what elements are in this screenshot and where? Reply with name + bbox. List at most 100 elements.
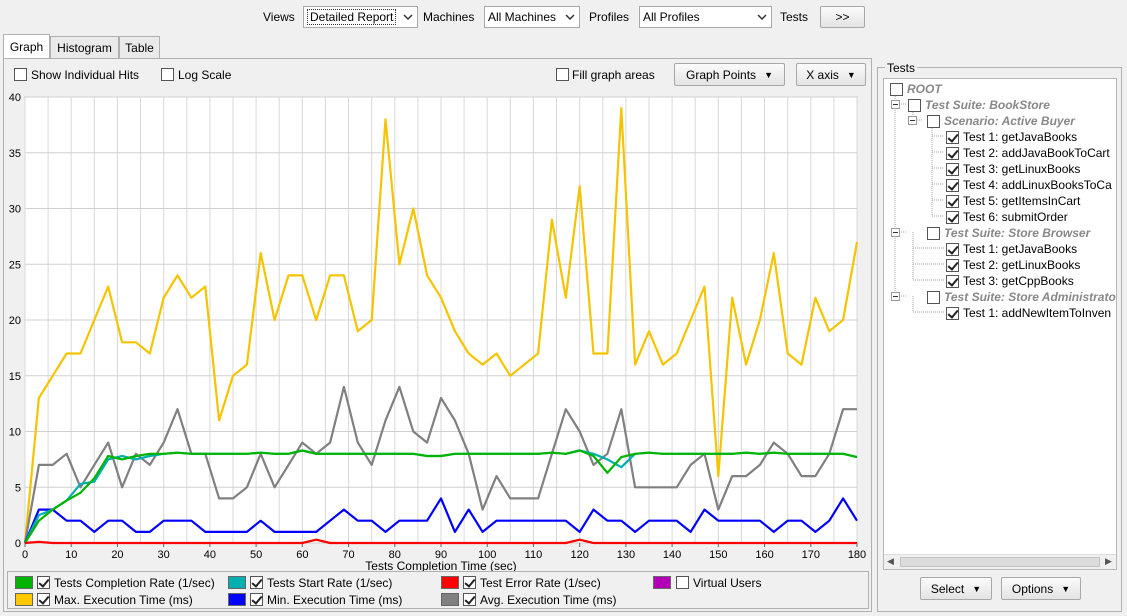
dropdown-arrow-icon: ▼ (846, 69, 856, 80)
tree-label: Test 2: addJavaBookToCart (963, 146, 1110, 160)
tests-tree: ROOT Test Suite: BookStore Scenario: Act… (883, 78, 1117, 570)
x-tick-label: 160 (755, 549, 773, 561)
tree-item-test[interactable]: Test 2: addJavaBookToCart (946, 145, 1110, 161)
legend-checkbox-start-rate[interactable] (250, 576, 263, 589)
y-tick-label: 25 (9, 259, 21, 271)
x-tick-label: 20 (111, 549, 123, 561)
legend-checkbox-error-rate[interactable] (463, 576, 476, 589)
tree-checkbox[interactable] (927, 226, 940, 240)
tree-item-test[interactable]: Test 1: getJavaBooks (946, 129, 1077, 145)
tree-label: Test 3: getLinuxBooks (963, 162, 1081, 176)
machines-label: Machines (423, 10, 475, 24)
log-scale-label: Log Scale (178, 68, 232, 82)
tree-item-test[interactable]: Test 3: getCppBooks (946, 273, 1074, 289)
scroll-right-icon[interactable]: ▶ (1105, 556, 1112, 566)
tree-label: Test 1: getJavaBooks (963, 130, 1078, 144)
legend-swatch-virtual-users (653, 576, 671, 589)
legend-checkbox-avg-time[interactable] (463, 593, 476, 606)
tree-item-test[interactable]: Test 1: addNewItemToInven (946, 305, 1111, 321)
tests-panel-frame (877, 67, 1122, 612)
series-line-max-execution-time-ms (23, 107, 859, 544)
tab-table[interactable]: Table (119, 36, 160, 58)
machines-value: All Machines (488, 10, 557, 24)
profiles-dropdown[interactable]: All Profiles (639, 6, 772, 28)
views-dropdown[interactable]: Detailed Report (303, 6, 418, 28)
dropdown-arrow-icon: ▼ (764, 69, 773, 80)
tree-checkbox[interactable] (946, 306, 959, 320)
tree-checkbox[interactable] (927, 290, 940, 304)
line-chart: 0 5 10 15 20 25 30 35 40 0 10 20 30 40 50 60 70 80 90 100 11… (9, 92, 866, 572)
collapse-icon[interactable] (891, 292, 900, 301)
tree-item-test[interactable]: Test 1: getJavaBooks (946, 241, 1077, 257)
y-tick-label: 10 (9, 427, 21, 439)
x-tick-label: 130 (617, 549, 635, 561)
tree-checkbox[interactable] (946, 130, 959, 144)
tree-checkbox[interactable] (946, 178, 959, 192)
tree-item-scenario-active-buyer[interactable]: Scenario: Active Buyer (927, 113, 1075, 129)
tree-label: Test 5: getItemsInCart (963, 194, 1081, 208)
legend-swatch-completion (15, 576, 33, 589)
x-tick-label: 180 (848, 549, 866, 561)
tree-checkbox[interactable] (927, 114, 940, 128)
tree-checkbox[interactable] (946, 274, 959, 288)
select-label: Select (930, 581, 965, 596)
select-button[interactable]: Select ▼ (920, 577, 992, 600)
chevron-down-icon (403, 14, 413, 21)
series-line-test-error-rate-1-sec (24, 538, 857, 545)
x-tick-label: 170 (802, 549, 820, 561)
tab-histogram[interactable]: Histogram (50, 36, 119, 58)
tree-label: Test 3: getCppBooks (963, 274, 1074, 288)
tree-item-suite-store-browser[interactable]: Test Suite: Store Browser (927, 225, 1090, 241)
tree-item-root[interactable]: ROOT (890, 81, 942, 97)
x-axis-button[interactable]: X axis ▼ (796, 63, 866, 86)
legend-label-min-time: Min. Execution Time (ms) (267, 593, 403, 607)
graph-points-button[interactable]: Graph Points ▼ (674, 63, 785, 86)
log-scale-checkbox[interactable] (161, 68, 174, 81)
tree-label: Test 1: addNewItemToInven (963, 306, 1112, 320)
options-button[interactable]: Options ▼ (1001, 577, 1081, 600)
views-value: Detailed Report (307, 9, 397, 25)
tree-item-test[interactable]: Test 6: submitOrder (946, 209, 1068, 225)
tree-item-test[interactable]: Test 5: getItemsInCart (946, 193, 1080, 209)
machines-dropdown[interactable]: All Machines (484, 6, 580, 28)
tree-label: ROOT (907, 82, 942, 96)
legend-checkbox-completion[interactable] (37, 576, 50, 589)
tree-item-suite-store-admin[interactable]: Test Suite: Store Administrato (927, 289, 1116, 305)
dropdown-arrow-icon: ▼ (972, 583, 982, 594)
collapse-icon[interactable] (908, 116, 917, 125)
tree-item-test[interactable]: Test 3: getLinuxBooks (946, 161, 1080, 177)
tree-checkbox[interactable] (946, 258, 959, 272)
tree-checkbox[interactable] (946, 242, 959, 256)
tree-checkbox[interactable] (946, 194, 959, 208)
horizontal-scrollbar[interactable]: ◀ ▶ (884, 554, 1116, 569)
legend-label-start-rate: Tests Start Rate (1/sec) (267, 576, 393, 590)
y-tick-label: 20 (9, 315, 21, 327)
profiles-value: All Profiles (643, 10, 700, 24)
tree-item-test[interactable]: Test 4: addLinuxBooksToCa (946, 177, 1112, 193)
collapse-icon[interactable] (891, 100, 900, 109)
tree-checkbox[interactable] (908, 98, 921, 112)
tree-checkbox[interactable] (890, 82, 903, 96)
graph-points-label: Graph Points (686, 67, 757, 82)
show-individual-hits-checkbox[interactable] (14, 68, 27, 81)
chevron-down-icon (757, 14, 767, 21)
legend-checkbox-max-time[interactable] (37, 593, 50, 606)
tree-item-suite-bookstore[interactable]: Test Suite: BookStore (908, 97, 1050, 113)
tests-label: Tests (780, 10, 809, 24)
views-label: Views (263, 10, 295, 24)
tree-item-test[interactable]: Test 2: getLinuxBooks (946, 257, 1080, 273)
tab-graph[interactable]: Graph (3, 34, 50, 59)
legend-checkbox-virtual-users[interactable] (676, 576, 689, 589)
collapse-icon[interactable] (891, 228, 900, 237)
legend-checkbox-min-time[interactable] (250, 593, 263, 606)
tests-expand-button[interactable]: >> (820, 6, 865, 28)
scroll-left-icon[interactable]: ◀ (887, 556, 894, 566)
scroll-thumb[interactable] (900, 557, 1100, 567)
options-label: Options (1011, 581, 1054, 596)
tree-checkbox[interactable] (946, 210, 959, 224)
tree-checkbox[interactable] (946, 146, 959, 160)
fill-graph-areas-checkbox[interactable] (556, 68, 569, 81)
legend-swatch-max-time (15, 593, 33, 606)
tree-checkbox[interactable] (946, 162, 959, 176)
x-tick-label: 100 (478, 549, 496, 561)
